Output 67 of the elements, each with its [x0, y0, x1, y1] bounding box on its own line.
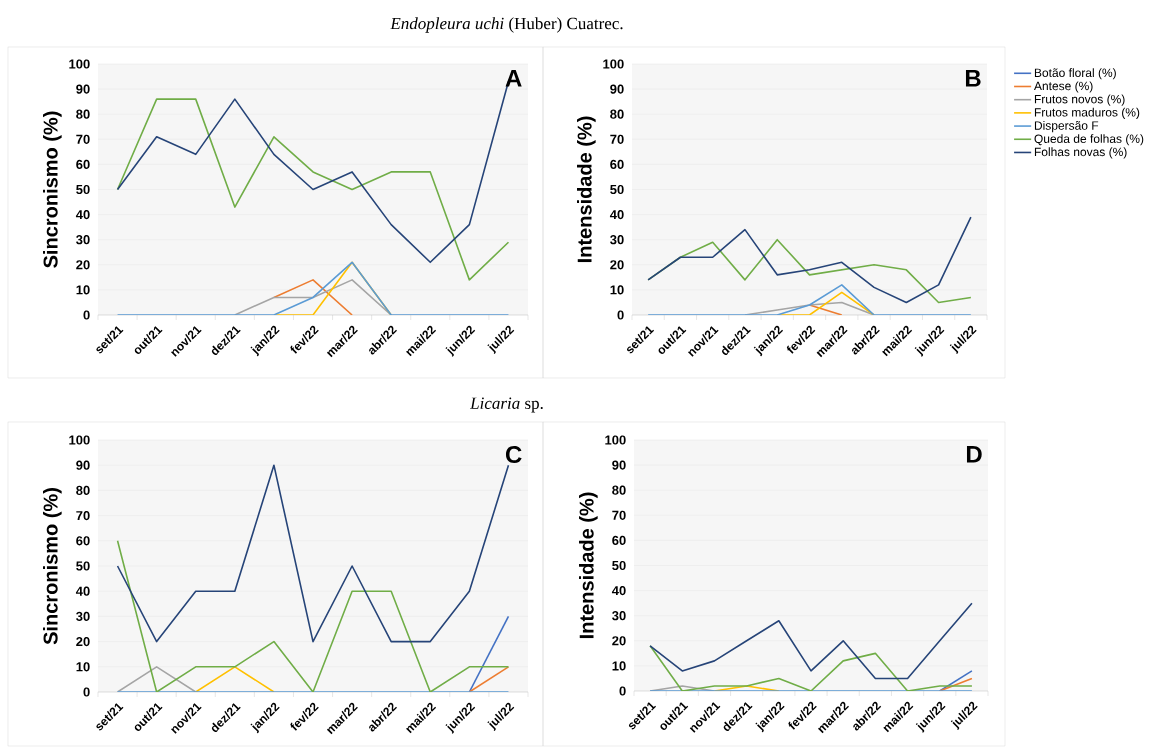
y-axis-title: Sincronismo (%): [43, 488, 62, 645]
y-tick-label: 10: [610, 285, 624, 295]
y-tick-label: 60: [610, 159, 624, 169]
y-tick-label: 0: [617, 310, 624, 320]
y-tick-label: 0: [83, 687, 90, 697]
legend-label: Antese (%): [1033, 81, 1093, 93]
y-tick-label: 80: [76, 485, 90, 495]
annotation: A: [505, 70, 522, 87]
legend-label: Frutos novos (%): [1034, 94, 1125, 106]
legend-label: Folhas novas (%): [1034, 147, 1127, 159]
y-tick-label: 80: [612, 485, 626, 495]
y-tick-label: 70: [610, 134, 624, 144]
chart-title: Endopleura uchi (Huber) Cuatrec.: [390, 17, 623, 33]
y-tick-label: 90: [76, 460, 90, 470]
y-tick-label: 40: [75, 586, 90, 596]
y-tick-label: 40: [75, 209, 90, 220]
y-tick-label: 30: [612, 611, 626, 621]
line-series: [116, 540, 510, 692]
y-tick-label: 50: [612, 560, 626, 571]
y-axis-title: Intensidade (%): [579, 492, 598, 639]
legend-label: Dispersão F: [1034, 120, 1099, 133]
legend-label: Frutos maduros (%): [1034, 107, 1140, 119]
y-tick-label: 100: [69, 435, 90, 445]
y-tick-label: 30: [76, 235, 90, 245]
line-series: [649, 645, 973, 691]
y-axis-title: Sincronismo (%): [43, 111, 62, 268]
y-tick-label: 90: [610, 84, 624, 94]
line-series: [647, 216, 972, 304]
y-tick-label: 90: [612, 460, 626, 470]
y-tick-label: 90: [76, 84, 90, 94]
y-tick-label: 40: [609, 209, 624, 220]
y-tick-label: 50: [76, 561, 90, 571]
chart-title: Licaria sp.: [469, 397, 543, 413]
y-tick-label: 10: [76, 662, 90, 672]
y-axis-title: Intensidade (%): [577, 116, 596, 263]
y-tick-label: 100: [605, 435, 626, 445]
y-tick-label: 10: [76, 285, 90, 295]
y-tick-label: 80: [610, 109, 624, 119]
y-tick-label: 70: [76, 134, 90, 144]
legend-label: Queda de folhas (%): [1034, 134, 1144, 146]
y-tick-label: 20: [76, 260, 90, 270]
line-series: [116, 98, 510, 281]
y-tick-label: 100: [603, 59, 624, 69]
y-tick-label: 60: [76, 536, 90, 546]
y-tick-label: 10: [612, 661, 626, 671]
y-tick-label: 40: [611, 585, 626, 596]
y-tick-label: 50: [610, 184, 624, 195]
annotation: D: [966, 446, 982, 463]
y-tick-label: 100: [69, 59, 90, 69]
y-tick-label: 0: [83, 310, 90, 320]
y-tick-label: 80: [76, 109, 90, 119]
annotation: C: [505, 446, 522, 464]
line-series: [649, 602, 973, 680]
y-tick-label: 30: [76, 611, 90, 622]
y-tick-label: 0: [619, 686, 626, 696]
y-tick-label: 30: [610, 235, 624, 245]
y-tick-label: 50: [76, 184, 90, 195]
y-tick-label: 60: [612, 535, 626, 545]
legend-label: Botão floral (%): [1034, 68, 1116, 80]
y-tick-label: 20: [612, 636, 626, 646]
annotation: B: [965, 70, 981, 87]
y-tick-label: 70: [612, 510, 626, 520]
line-series: [116, 464, 510, 643]
y-tick-label: 70: [76, 510, 90, 521]
y-tick-label: 60: [76, 159, 90, 169]
y-tick-label: 20: [76, 636, 90, 647]
y-tick-label: 20: [610, 260, 624, 270]
